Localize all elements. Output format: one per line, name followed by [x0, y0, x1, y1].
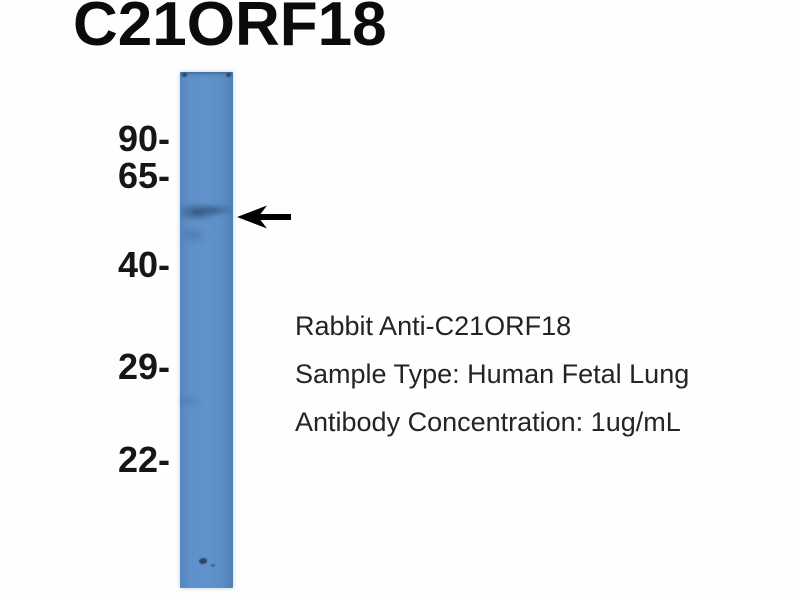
band-shadow-smudge — [180, 222, 214, 248]
debris-speck — [199, 558, 207, 564]
figure-title: C21ORF18 — [73, 0, 387, 59]
mw-marker-90: 90- — [117, 118, 170, 159]
lane-corner-speck — [226, 73, 231, 77]
mw-marker-29: 29- — [117, 346, 170, 387]
annotation-block: Rabbit Anti-C21ORF18 Sample Type: Human … — [295, 302, 689, 446]
debris-speck — [211, 564, 215, 567]
annotation-sample-type: Sample Type: Human Fetal Lung — [295, 359, 690, 389]
annotation-concentration: Antibody Concentration: 1ug/mL — [295, 407, 681, 437]
protein-band — [181, 201, 231, 221]
mw-marker-65: 65- — [117, 155, 170, 196]
annotation-antibody: Rabbit Anti-C21ORF18 — [295, 311, 572, 341]
arrow-left-icon — [237, 205, 291, 229]
lane-corner-speck — [182, 73, 187, 77]
faint-background-smudge — [180, 394, 202, 408]
mw-marker-40: 40- — [117, 244, 170, 285]
mw-marker-22: 22- — [117, 439, 170, 480]
blot-lane — [180, 72, 233, 588]
